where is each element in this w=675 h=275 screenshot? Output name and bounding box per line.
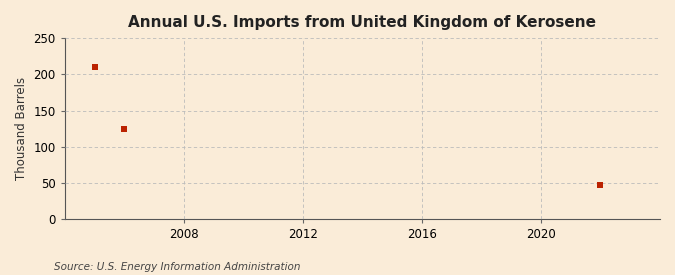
Title: Annual U.S. Imports from United Kingdom of Kerosene: Annual U.S. Imports from United Kingdom … bbox=[128, 15, 597, 30]
Point bbox=[595, 182, 606, 187]
Text: Source: U.S. Energy Information Administration: Source: U.S. Energy Information Administ… bbox=[54, 262, 300, 272]
Y-axis label: Thousand Barrels: Thousand Barrels bbox=[15, 77, 28, 180]
Point bbox=[89, 65, 100, 69]
Point bbox=[119, 126, 130, 131]
